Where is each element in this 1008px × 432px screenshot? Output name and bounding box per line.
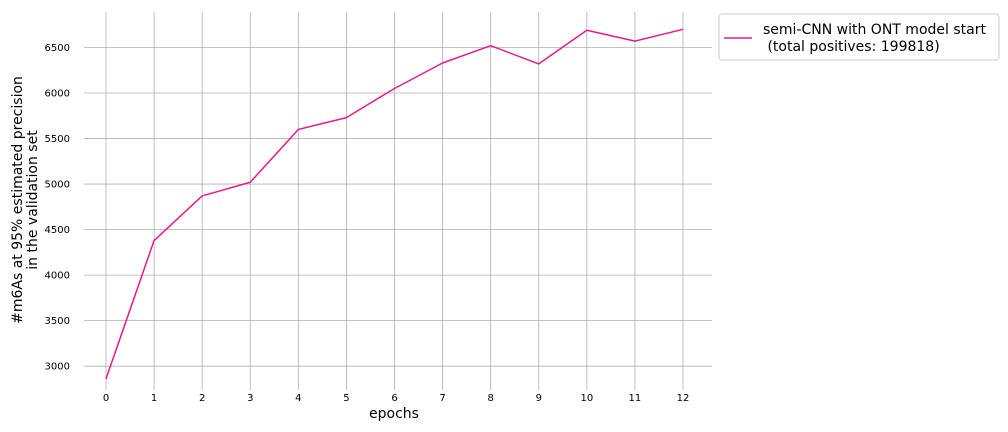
x-tick-label: 3: [247, 393, 253, 404]
y-tick-label: 6500: [45, 43, 70, 54]
y-axis-ticks: 3000 3500 4000 4500 5000 5500 6000 6500: [45, 43, 70, 373]
y-tick-label: 4000: [45, 271, 70, 282]
y-tick-label: 3500: [45, 316, 70, 327]
y-tick-label: 4500: [45, 225, 70, 236]
y-axis-label: #m6As at 95% estimated precision in the …: [10, 76, 41, 324]
x-tick-label: 7: [439, 393, 445, 404]
x-tick-label: 8: [487, 393, 493, 404]
series-line: [105, 28, 684, 380]
y-axis-label-line-1: #m6As at 95% estimated precision: [10, 76, 26, 324]
y-axis-label-line-2: in the validation set: [25, 130, 41, 270]
x-axis-label: epochs: [369, 406, 419, 422]
y-tick-label: 5000: [45, 180, 70, 191]
x-tick-label: 12: [677, 393, 690, 404]
y-tick-label: 5500: [45, 134, 70, 145]
x-axis-ticks: 0 1 2 3 4 5 6 7 8 9 10 11 12: [103, 393, 690, 404]
legend-label-line-2: (total positives: 199818): [763, 39, 940, 55]
x-tick-label: 4: [295, 393, 301, 404]
legend-frame: [718, 13, 1000, 61]
x-tick-label: 6: [391, 393, 397, 404]
x-tick-label: 5: [343, 393, 349, 404]
legend-label-line-1: semi-CNN with ONT model start: [763, 22, 986, 38]
grid: [84, 12, 712, 390]
series-layer: [105, 28, 684, 380]
y-tick-label: 6000: [45, 89, 70, 100]
y-tick-label: 3000: [45, 362, 70, 373]
x-tick-label: 0: [103, 393, 109, 404]
x-tick-label: 1: [151, 393, 157, 404]
x-tick-label: 10: [580, 393, 593, 404]
x-tick-label: 9: [536, 393, 542, 404]
x-tick-label: 11: [629, 393, 642, 404]
legend: semi-CNN with ONT model start (total pos…: [718, 13, 1000, 61]
x-tick-label: 2: [199, 393, 205, 404]
